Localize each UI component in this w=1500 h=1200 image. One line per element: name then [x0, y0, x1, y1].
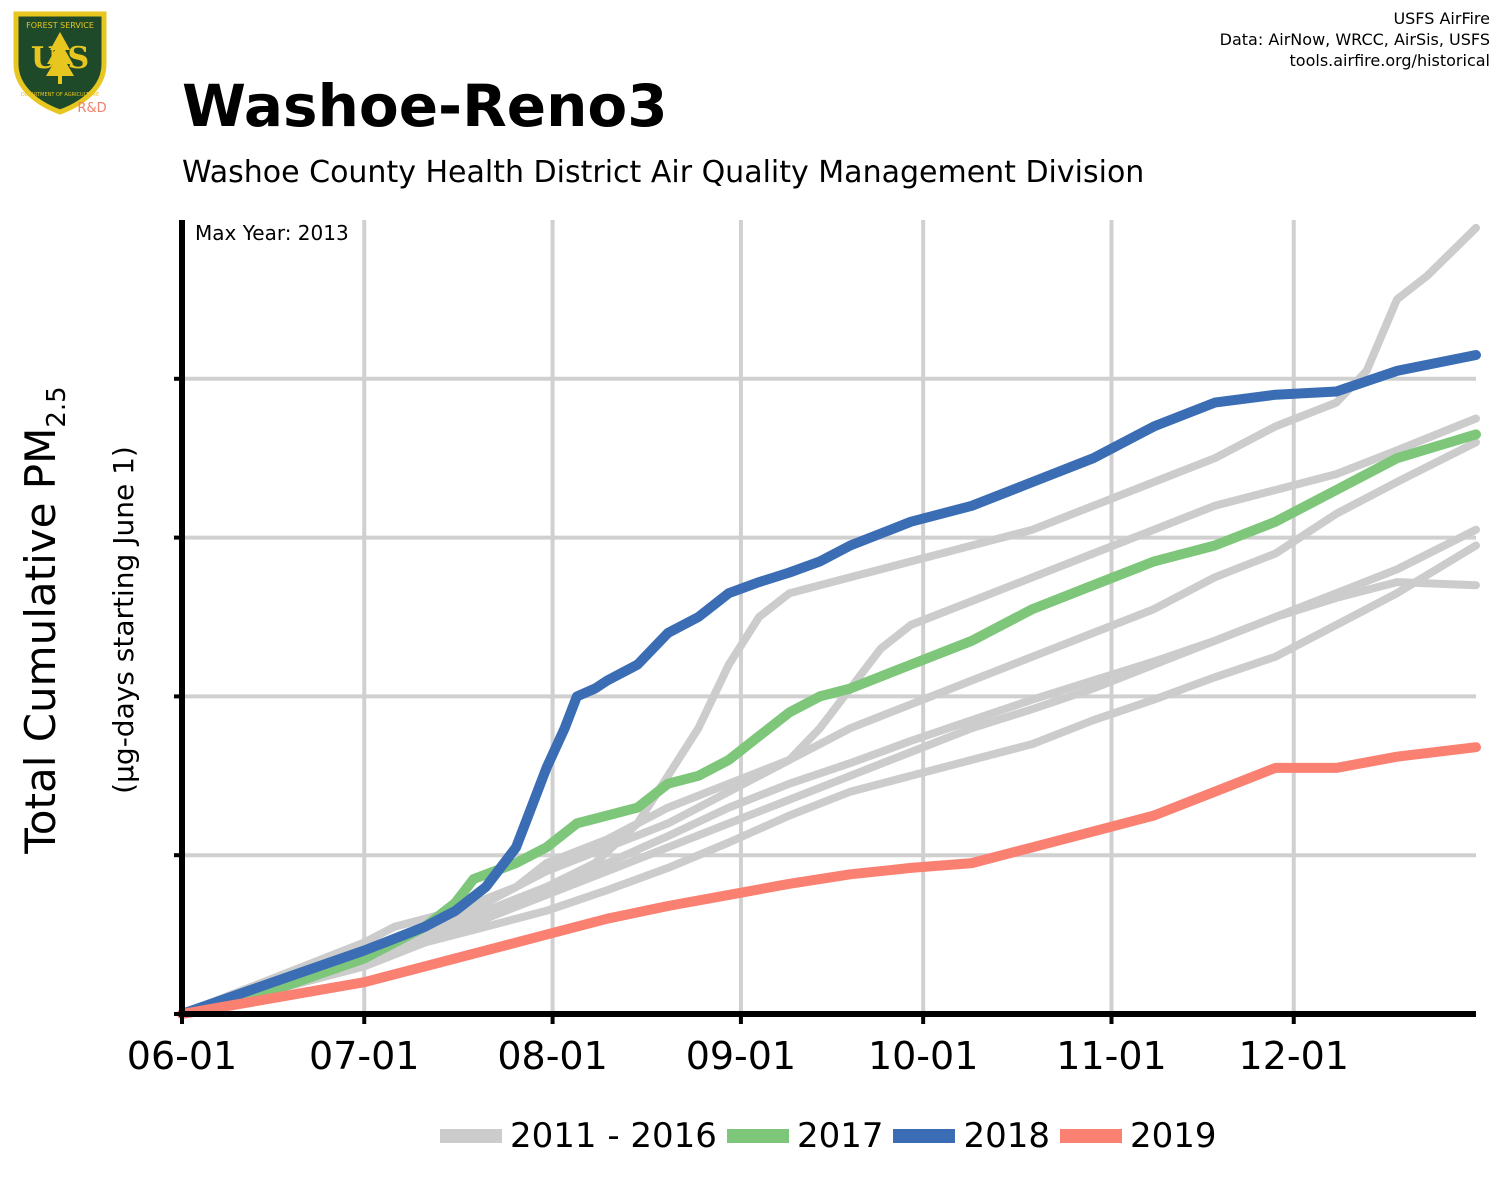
credit-line: USFS AirFire	[1393, 9, 1490, 28]
legend-swatch	[893, 1129, 956, 1143]
usfs-shield-logo: FOREST SERVICE U S DEPARTMENT OF AGRICUL…	[13, 11, 107, 116]
data-credits: USFS AirFire Data: AirNow, WRCC, AirSis,…	[1220, 8, 1490, 71]
tree-icon	[46, 32, 74, 84]
credit-line: Data: AirNow, WRCC, AirSis, USFS	[1219, 30, 1490, 49]
legend-label: 2018	[963, 1116, 1051, 1156]
series-layer	[177, 223, 1481, 1019]
series-line-2011-2016	[178, 438, 1480, 1018]
legend-label: 2019	[1130, 1116, 1217, 1156]
legend-label: 2011 - 2016	[510, 1116, 717, 1156]
series-line-2011-2016	[178, 414, 1480, 1018]
x-tick-label: 09-01	[686, 1034, 796, 1078]
legend-swatch	[440, 1129, 502, 1143]
legend-item: 2019	[1060, 1116, 1217, 1156]
legend-item: 2017	[726, 1116, 884, 1156]
legend-item: 2018	[893, 1116, 1050, 1156]
x-tick-label: 07-01	[309, 1034, 419, 1078]
legend-swatch	[1060, 1129, 1123, 1143]
chart-title: Washoe-Reno3	[182, 72, 668, 140]
series-line-2011-2016	[178, 578, 1480, 1018]
grid-layer	[180, 220, 1476, 1014]
series-line-2017	[177, 429, 1481, 1019]
legend-label: 2017	[796, 1116, 884, 1156]
x-tick-label: 06-01	[127, 1034, 237, 1078]
x-tick-label: 10-01	[868, 1034, 978, 1078]
legend-item: 2011 - 2016	[440, 1116, 717, 1156]
series-line-2011-2016	[178, 223, 1480, 1018]
y-axis-label-subscript: 2.5	[42, 386, 72, 427]
legend: 2011 - 2016 2017 2018 2019	[440, 1112, 1227, 1160]
chart-subtitle: Washoe County Health District Air Qualit…	[182, 155, 1145, 190]
axis-layer: 06-01 07-01 08-01 09-01 10-01 11-01 12-01	[127, 220, 1476, 1078]
legend-swatch	[726, 1129, 789, 1143]
y-axis-units: (µg-days starting June 1)	[107, 446, 140, 794]
max-year-annotation: Max Year: 2013	[195, 221, 349, 245]
x-tick-label: 11-01	[1056, 1034, 1166, 1078]
y-axis-label-main: Total Cumulative PM	[16, 428, 65, 855]
logo-bottom-text: DEPARTMENT OF AGRICULTURE	[21, 92, 99, 98]
series-line-2018	[177, 350, 1481, 1019]
series-line-2019	[177, 742, 1481, 1019]
logo-rd-badge: R&D	[77, 101, 106, 116]
credit-line: tools.airfire.org/historical	[1289, 51, 1490, 70]
y-axis-label: Total Cumulative PM2.5	[16, 386, 72, 854]
x-tick-label: 12-01	[1239, 1034, 1349, 1078]
x-tick-label: 08-01	[497, 1034, 607, 1078]
logo-top-text: FOREST SERVICE	[26, 21, 94, 30]
